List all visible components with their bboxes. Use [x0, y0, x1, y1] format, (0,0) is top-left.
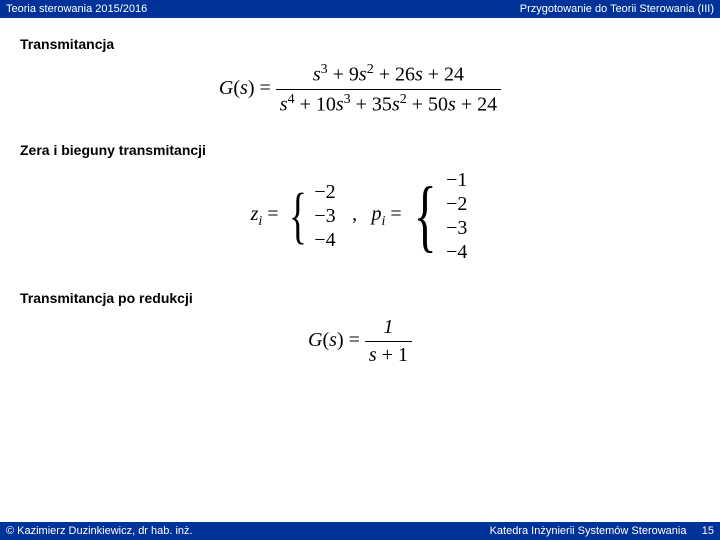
zero-value: −4	[314, 228, 335, 252]
content-area: Transmitancja G(s) = s3 + 9s2 + 26s + 24…	[0, 18, 720, 522]
formula-reduced: G(s) = 1 s + 1	[20, 316, 700, 367]
formula-transfer-function: G(s) = s3 + 9s2 + 26s + 24 s4 + 10s3 + 3…	[20, 62, 700, 116]
pole-value: −1	[446, 168, 467, 192]
page-number: 15	[702, 525, 714, 537]
zeros-set: zi = { −2 −3 −4	[251, 180, 338, 252]
reduced-num: 1	[365, 316, 412, 342]
pole-value: −4	[446, 240, 467, 264]
footer-left: © Kazimierz Duzinkiewicz, dr hab. inż.	[6, 525, 193, 537]
zero-value: −3	[314, 204, 335, 228]
section-title-zeros-poles: Zera i bieguny transmitancji	[20, 142, 700, 158]
header-bar: Teoria sterowania 2015/2016 Przygotowani…	[0, 0, 720, 18]
header-right: Przygotowanie do Teorii Sterowania (III)	[520, 3, 714, 15]
formula-zeros-poles: zi = { −2 −3 −4 , pi = { −1 −2 −3 −4	[20, 168, 700, 264]
separator: ,	[352, 203, 357, 225]
header-left: Teoria sterowania 2015/2016	[6, 3, 147, 15]
poles-set: pi = { −1 −2 −3 −4	[372, 168, 470, 264]
section-title-reduced: Transmitancja po redukcji	[20, 290, 700, 306]
footer-bar: © Kazimierz Duzinkiewicz, dr hab. inż. K…	[0, 522, 720, 540]
pole-value: −3	[446, 216, 467, 240]
footer-center: Katedra Inżynierii Systemów Sterowania	[490, 525, 687, 537]
zero-value: −2	[314, 180, 335, 204]
reduced-lhs: G(s) = 1 s + 1	[308, 329, 412, 351]
slide: Teoria sterowania 2015/2016 Przygotowani…	[0, 0, 720, 540]
pole-value: −2	[446, 192, 467, 216]
section-title-transmitancja: Transmitancja	[20, 36, 700, 52]
tf-lhs: G(s) = s3 + 9s2 + 26s + 24 s4 + 10s3 + 3…	[219, 77, 501, 99]
